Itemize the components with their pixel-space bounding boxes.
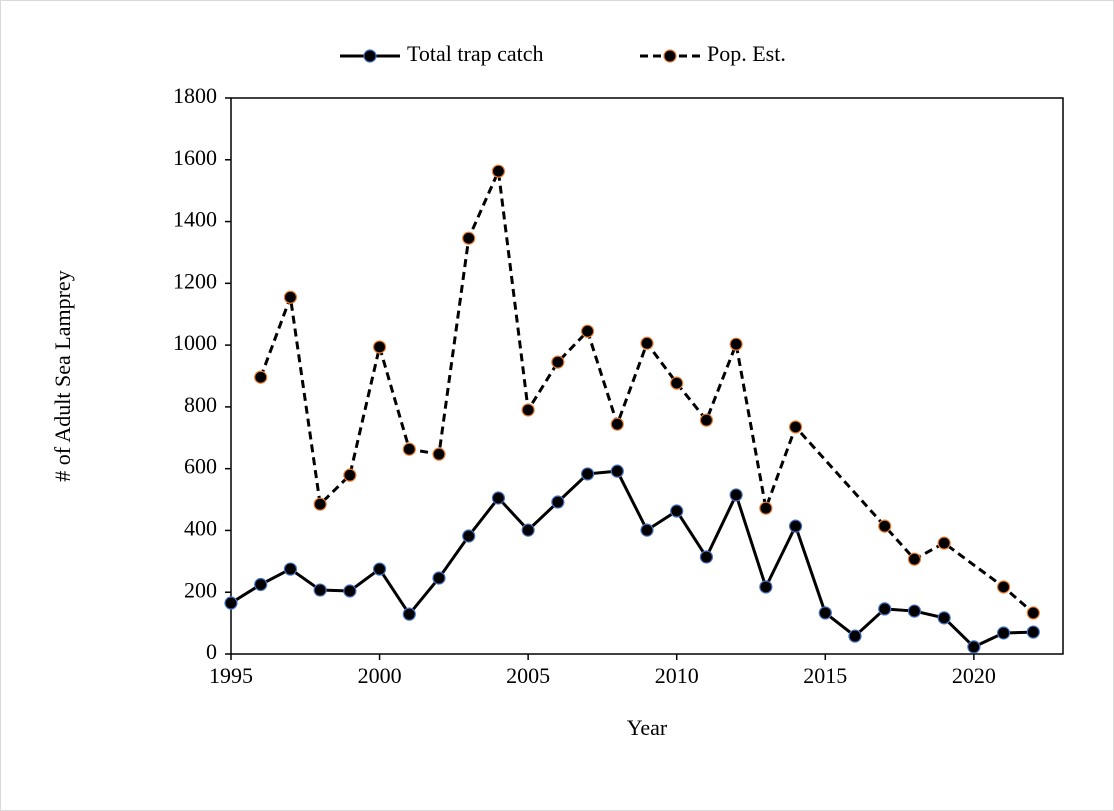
y-tick-label: 200 bbox=[184, 577, 217, 602]
data-point bbox=[848, 629, 862, 643]
x-tick-label: 1995 bbox=[209, 663, 253, 688]
x-axis-label: Year bbox=[627, 715, 668, 740]
data-point bbox=[729, 337, 743, 351]
x-tick-label: 2005 bbox=[506, 663, 550, 688]
data-point bbox=[372, 340, 387, 354]
data-point bbox=[759, 501, 773, 515]
y-tick-label: 600 bbox=[184, 454, 217, 479]
plot-frame bbox=[230, 97, 1064, 655]
data-point bbox=[818, 606, 832, 620]
series-line bbox=[230, 469, 1034, 649]
data-point bbox=[313, 497, 327, 511]
data-point bbox=[313, 583, 327, 597]
data-point bbox=[224, 596, 238, 610]
data-point bbox=[283, 290, 298, 304]
data-point bbox=[699, 550, 714, 564]
data-point bbox=[878, 519, 892, 533]
x-tick-label: 2020 bbox=[952, 663, 996, 688]
y-tick-label: 800 bbox=[184, 392, 217, 417]
x-tick-label: 2010 bbox=[655, 663, 699, 688]
data-point bbox=[670, 504, 684, 518]
data-point bbox=[491, 164, 506, 178]
data-point bbox=[521, 403, 535, 417]
data-point bbox=[907, 604, 922, 618]
data-point bbox=[580, 324, 595, 338]
data-point bbox=[372, 562, 387, 576]
data-point bbox=[729, 488, 743, 502]
legend-marker bbox=[663, 49, 677, 63]
data-point bbox=[402, 607, 416, 621]
y-tick-label: 1400 bbox=[173, 207, 217, 232]
data-point bbox=[640, 336, 654, 350]
data-point bbox=[402, 442, 416, 456]
x-tick-label: 2000 bbox=[358, 663, 402, 688]
data-point bbox=[551, 495, 565, 509]
data-point bbox=[343, 468, 357, 482]
data-point bbox=[432, 571, 446, 585]
data-point bbox=[462, 529, 476, 543]
data-point bbox=[878, 602, 892, 616]
data-point bbox=[967, 640, 981, 654]
y-axis-label: # of Adult Sea Lamprey bbox=[50, 270, 75, 481]
series-line bbox=[259, 165, 1035, 615]
y-tick-label: 1600 bbox=[173, 145, 217, 170]
data-point bbox=[254, 577, 268, 592]
data-point bbox=[491, 491, 506, 505]
data-point bbox=[462, 231, 476, 245]
data-point bbox=[580, 467, 595, 481]
data-point bbox=[996, 626, 1011, 640]
data-point bbox=[1026, 606, 1040, 620]
data-point bbox=[907, 552, 922, 566]
data-point bbox=[640, 523, 654, 537]
y-tick-label: 1800 bbox=[173, 83, 217, 108]
data-point bbox=[670, 376, 684, 390]
y-tick-label: 0 bbox=[206, 639, 217, 664]
y-tick-label: 1000 bbox=[173, 330, 217, 355]
data-point bbox=[551, 355, 565, 369]
data-point bbox=[937, 536, 951, 550]
legend-marker bbox=[363, 49, 377, 63]
legend-label: Pop. Est. bbox=[707, 41, 786, 66]
data-point bbox=[521, 523, 535, 537]
data-point bbox=[432, 447, 446, 461]
x-tick-label: 2015 bbox=[803, 663, 847, 688]
data-point bbox=[699, 413, 714, 427]
data-point bbox=[254, 370, 268, 384]
data-point bbox=[937, 611, 951, 625]
data-point bbox=[343, 584, 357, 598]
data-point bbox=[610, 464, 624, 478]
data-point bbox=[610, 417, 624, 431]
data-point bbox=[788, 519, 803, 533]
y-tick-label: 1200 bbox=[173, 268, 217, 293]
data-point bbox=[996, 580, 1011, 594]
y-tick-label: 400 bbox=[184, 515, 217, 540]
data-point bbox=[759, 580, 773, 594]
data-point bbox=[1026, 625, 1040, 639]
data-point bbox=[283, 562, 298, 576]
data-point bbox=[788, 420, 803, 434]
legend-label: Total trap catch bbox=[407, 41, 544, 66]
